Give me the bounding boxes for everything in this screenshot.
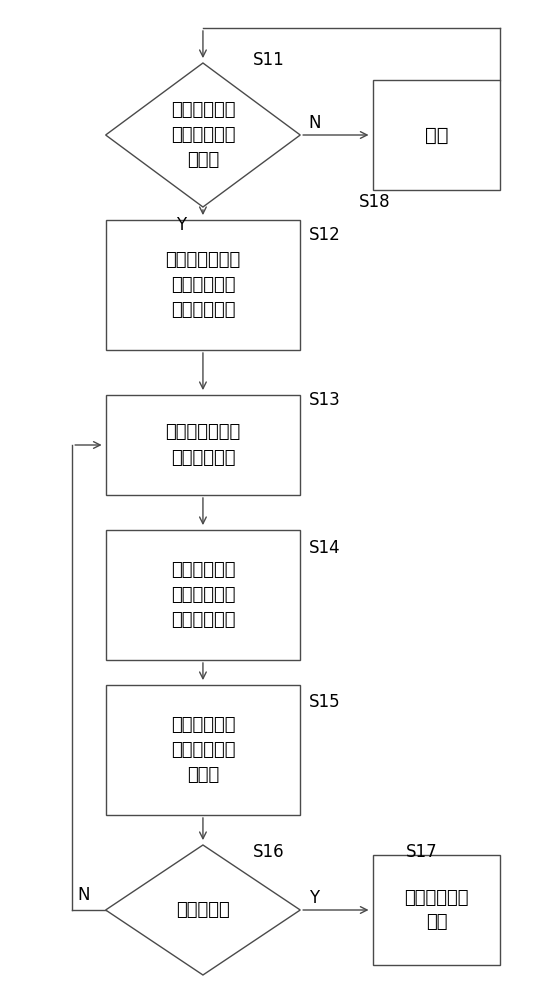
Text: 为电池充电空间
的控制单元上
电，固定电池: 为电池充电空间 的控制单元上 电，固定电池 bbox=[165, 251, 241, 319]
Bar bbox=[373, 855, 500, 965]
Text: 依据电池状态
参数对电池进
行充电: 依据电池状态 参数对电池进 行充电 bbox=[171, 716, 235, 784]
Text: S12: S12 bbox=[309, 226, 340, 244]
Text: S16: S16 bbox=[253, 843, 285, 861]
Text: 判断电池放置
到否位及柜门
关闭否: 判断电池放置 到否位及柜门 关闭否 bbox=[171, 101, 235, 169]
Text: 警告: 警告 bbox=[425, 125, 448, 144]
Bar bbox=[373, 80, 500, 190]
Text: Y: Y bbox=[309, 889, 319, 907]
Text: S15: S15 bbox=[309, 693, 340, 711]
Text: S13: S13 bbox=[309, 391, 340, 409]
Bar bbox=[106, 220, 300, 350]
Text: S14: S14 bbox=[309, 539, 340, 557]
Polygon shape bbox=[106, 63, 300, 207]
Text: Y: Y bbox=[176, 216, 186, 234]
Text: S17: S17 bbox=[406, 843, 438, 861]
Text: N: N bbox=[77, 886, 90, 904]
Text: 依据环境参数
驱动或不驱动
相应设备工作: 依据环境参数 驱动或不驱动 相应设备工作 bbox=[171, 561, 235, 629]
Bar bbox=[106, 395, 300, 495]
Text: 充电结束否: 充电结束否 bbox=[176, 901, 230, 919]
Bar bbox=[106, 685, 300, 815]
Text: 上报电池充电
完成: 上报电池充电 完成 bbox=[404, 888, 469, 932]
Text: 取得环境参数和
电池状态参数: 取得环境参数和 电池状态参数 bbox=[165, 424, 241, 466]
Text: S18: S18 bbox=[359, 193, 390, 211]
Polygon shape bbox=[106, 845, 300, 975]
Text: S11: S11 bbox=[253, 51, 285, 69]
Text: N: N bbox=[308, 114, 320, 132]
Bar bbox=[106, 530, 300, 660]
